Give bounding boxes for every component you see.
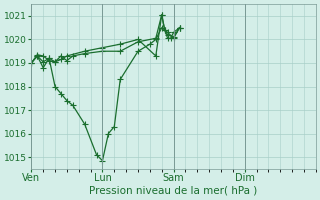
X-axis label: Pression niveau de la mer( hPa ): Pression niveau de la mer( hPa ) bbox=[90, 186, 258, 196]
